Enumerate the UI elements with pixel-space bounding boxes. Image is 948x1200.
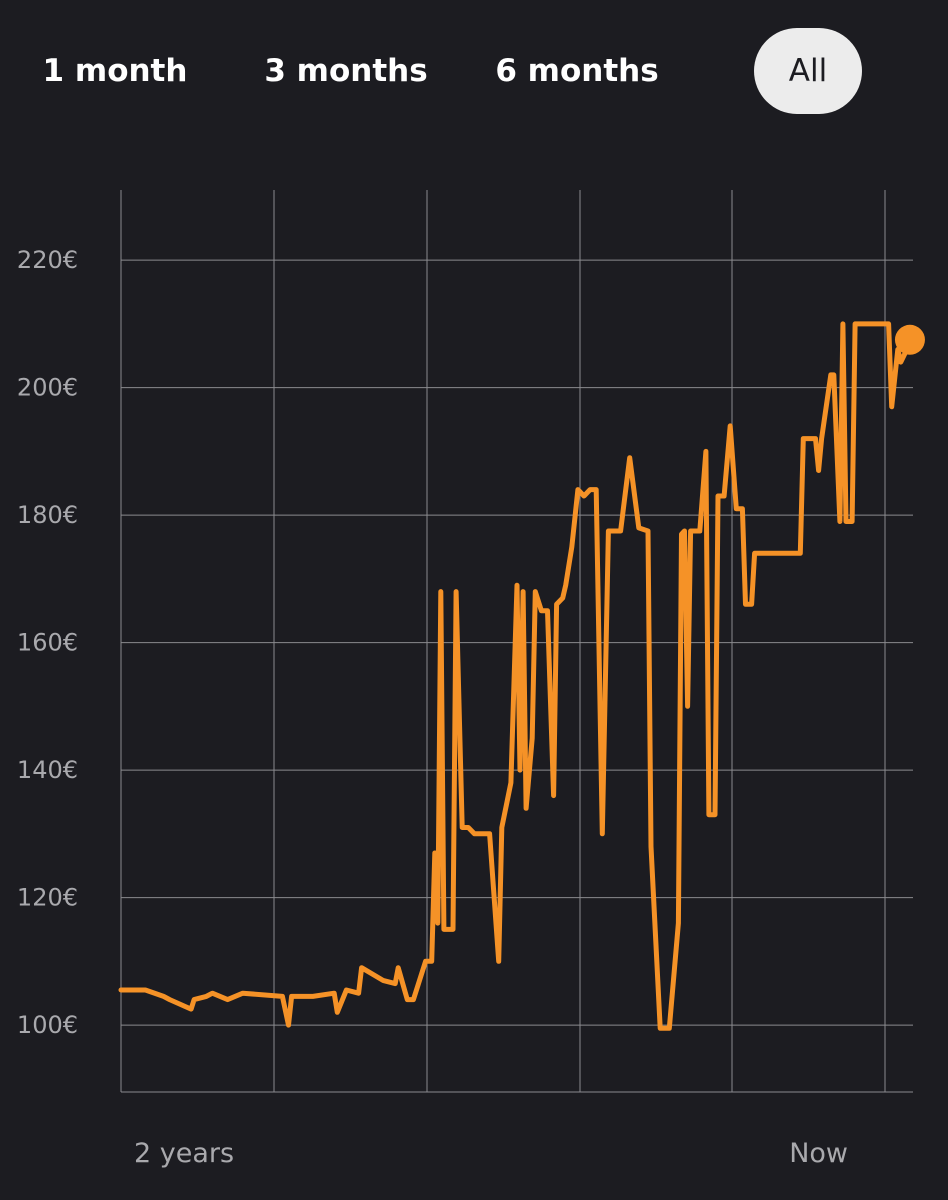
x-axis-tick-labels: 2 years Now — [134, 1138, 848, 1169]
y-tick-label: 100€ — [17, 1011, 78, 1039]
tab-3-months[interactable]: 3 months — [264, 53, 428, 89]
tab-1-month[interactable]: 1 month — [42, 53, 188, 89]
price-series-line — [118, 321, 913, 1031]
chart-grid — [120, 190, 913, 1093]
y-tick-label: 160€ — [17, 629, 78, 657]
y-tick-label: 180€ — [17, 501, 78, 529]
x-tick-label: 2 years — [134, 1138, 234, 1169]
y-tick-label: 140€ — [17, 756, 78, 784]
y-axis-tick-labels: 100€ 120€ 140€ 160€ 180€ 200€ 220€ — [17, 246, 78, 1039]
y-tick-label: 200€ — [17, 374, 78, 402]
y-tick-label: 120€ — [17, 884, 78, 912]
y-tick-label: 220€ — [17, 246, 78, 274]
tab-6-months[interactable]: 6 months — [495, 53, 659, 89]
current-price-marker — [894, 324, 925, 355]
time-range-tabs: 1 month 3 months 6 months All — [0, 0, 948, 145]
tab-all[interactable]: All — [754, 28, 862, 114]
x-tick-label: Now — [789, 1138, 848, 1169]
